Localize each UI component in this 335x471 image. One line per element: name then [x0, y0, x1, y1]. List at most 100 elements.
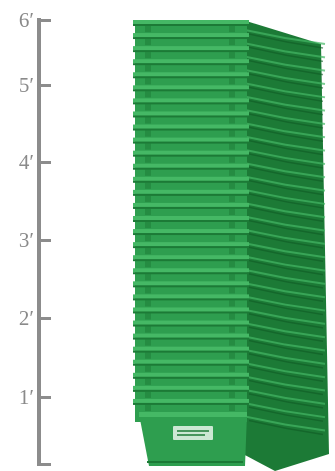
bin-lid-rib: [244, 295, 326, 312]
bin-lid-rib-shadow: [248, 313, 324, 329]
bin-rim-shadow: [133, 272, 249, 275]
bin-rim: [133, 268, 249, 273]
bin-stack-side: [243, 20, 329, 471]
bin-lid-rib: [244, 362, 326, 379]
bin-handle-notch: [145, 65, 151, 72]
bin-lid-rib: [244, 322, 326, 339]
bin-handle-notch: [229, 248, 235, 255]
bin-rim: [133, 216, 249, 220]
bin-handle-notch: [229, 261, 235, 268]
bin-rim-shadow: [133, 37, 249, 40]
bin-lid-rib-shadow: [248, 46, 324, 63]
bin-rim-shadow: [133, 350, 249, 353]
bin-rim: [133, 281, 249, 286]
bin-handle-notch: [145, 52, 151, 59]
bin-lid-rib-shadow: [248, 113, 324, 129]
bin-rim-shadow: [133, 102, 249, 105]
bin-rim-shadow: [133, 128, 249, 131]
bin-lid-rib: [244, 215, 326, 232]
bin-handle-notch: [145, 300, 151, 307]
bin-handle-notch: [229, 117, 235, 124]
bin-rim: [133, 176, 249, 181]
bin-handle-notch: [145, 104, 151, 111]
bin-lid-rib-shadow: [248, 326, 324, 342]
bin-handle-notch: [229, 195, 235, 202]
bin-handle-notch: [229, 352, 235, 359]
bin-lid-rib-shadow: [248, 139, 324, 156]
bin-handle-notch: [229, 378, 235, 385]
bin-lid-rib: [244, 335, 326, 352]
bin-rim: [133, 320, 249, 325]
bin-handle-notch: [145, 143, 151, 150]
bin-rim-shadow: [133, 89, 249, 92]
bin-handle-notch: [145, 287, 151, 294]
bin-handle-notch: [145, 339, 151, 346]
bin-lid-rib-shadow: [248, 179, 324, 196]
ruler-tick-5ft: [37, 84, 51, 87]
ruler-tick-6ft: [37, 19, 51, 22]
ruler-tick-base: [37, 463, 51, 466]
bin-lid-rib-shadow: [248, 206, 324, 223]
ruler-tick-1ft: [37, 396, 51, 399]
bin-rim: [133, 229, 249, 234]
bin-lid-rib-shadow: [248, 286, 324, 302]
bin-lid-rib-shadow: [248, 379, 324, 396]
bin-handle-notch: [145, 222, 151, 229]
bin-lid-rib: [244, 135, 326, 152]
bin-handle-notch: [229, 365, 235, 372]
bin-lid-rib-shadow: [248, 193, 324, 209]
bin-lid-rib-shadow: [248, 419, 324, 436]
bin-rim: [133, 46, 249, 51]
bin-handle-notch: [229, 52, 235, 59]
height-ruler: 6′ 5′ 4′ 3′ 2′ 1′: [0, 0, 70, 471]
bin-handle-notch: [229, 313, 235, 320]
bin-lid-rib: [244, 402, 326, 419]
bin-rim-shadow: [133, 115, 249, 118]
bin-lid-rib-shadow: [248, 99, 324, 116]
ruler-tick-3ft: [37, 239, 51, 242]
bin-handle-notch: [145, 404, 151, 411]
bin-lid-rib: [244, 375, 326, 392]
bin-handle-notch: [145, 195, 151, 202]
bin-rim-shadow: [133, 24, 249, 26]
bin-handle-notch: [145, 91, 151, 98]
bin-rim: [133, 137, 249, 142]
bin-handle-notch: [145, 182, 151, 189]
bin-lid-rib-shadow: [248, 86, 324, 103]
bin-rim-shadow: [133, 311, 249, 314]
bin-lid-rib-shadow: [248, 126, 324, 143]
bin-handle-notch: [229, 235, 235, 242]
bin-rim-shadow: [133, 259, 249, 262]
bin-handle-notch: [145, 208, 151, 215]
bin-rim: [133, 333, 249, 338]
bin-lid-rib: [244, 29, 326, 45]
bin-rim-shadow: [133, 337, 249, 340]
bin-handle-notch: [145, 391, 151, 398]
stacked-green-bins: [125, 14, 335, 471]
bin-rim-shadow: [133, 233, 249, 236]
bin-rim: [133, 150, 249, 155]
bin-rim: [133, 242, 249, 247]
ruler-label-4ft: 4′: [18, 150, 34, 174]
bin-rim-shadow: [133, 154, 249, 157]
bin-rim: [133, 163, 249, 168]
bin-lid-rib: [244, 348, 326, 365]
bin-handle-notch: [229, 65, 235, 72]
bin-rim-shadow: [133, 246, 249, 249]
bin-lid-rib: [244, 42, 326, 59]
bin-lid-rib-shadow: [248, 166, 324, 183]
bin-lid-rib: [244, 55, 326, 72]
bin-handle-notch: [229, 326, 235, 333]
bin-rim: [133, 33, 249, 38]
bin-rim: [133, 294, 249, 299]
bin-handle-notch: [229, 222, 235, 229]
bin-lid-rib-shadow: [248, 273, 324, 289]
bottom-bin-label-plate: [173, 426, 213, 440]
bin-lid-rib: [244, 242, 326, 259]
bin-lid-rib: [244, 162, 326, 179]
bin-rim: [133, 111, 249, 116]
bin-handle-notch: [229, 274, 235, 281]
bin-lid-rib: [244, 268, 326, 285]
bin-lid-rib: [244, 108, 326, 125]
